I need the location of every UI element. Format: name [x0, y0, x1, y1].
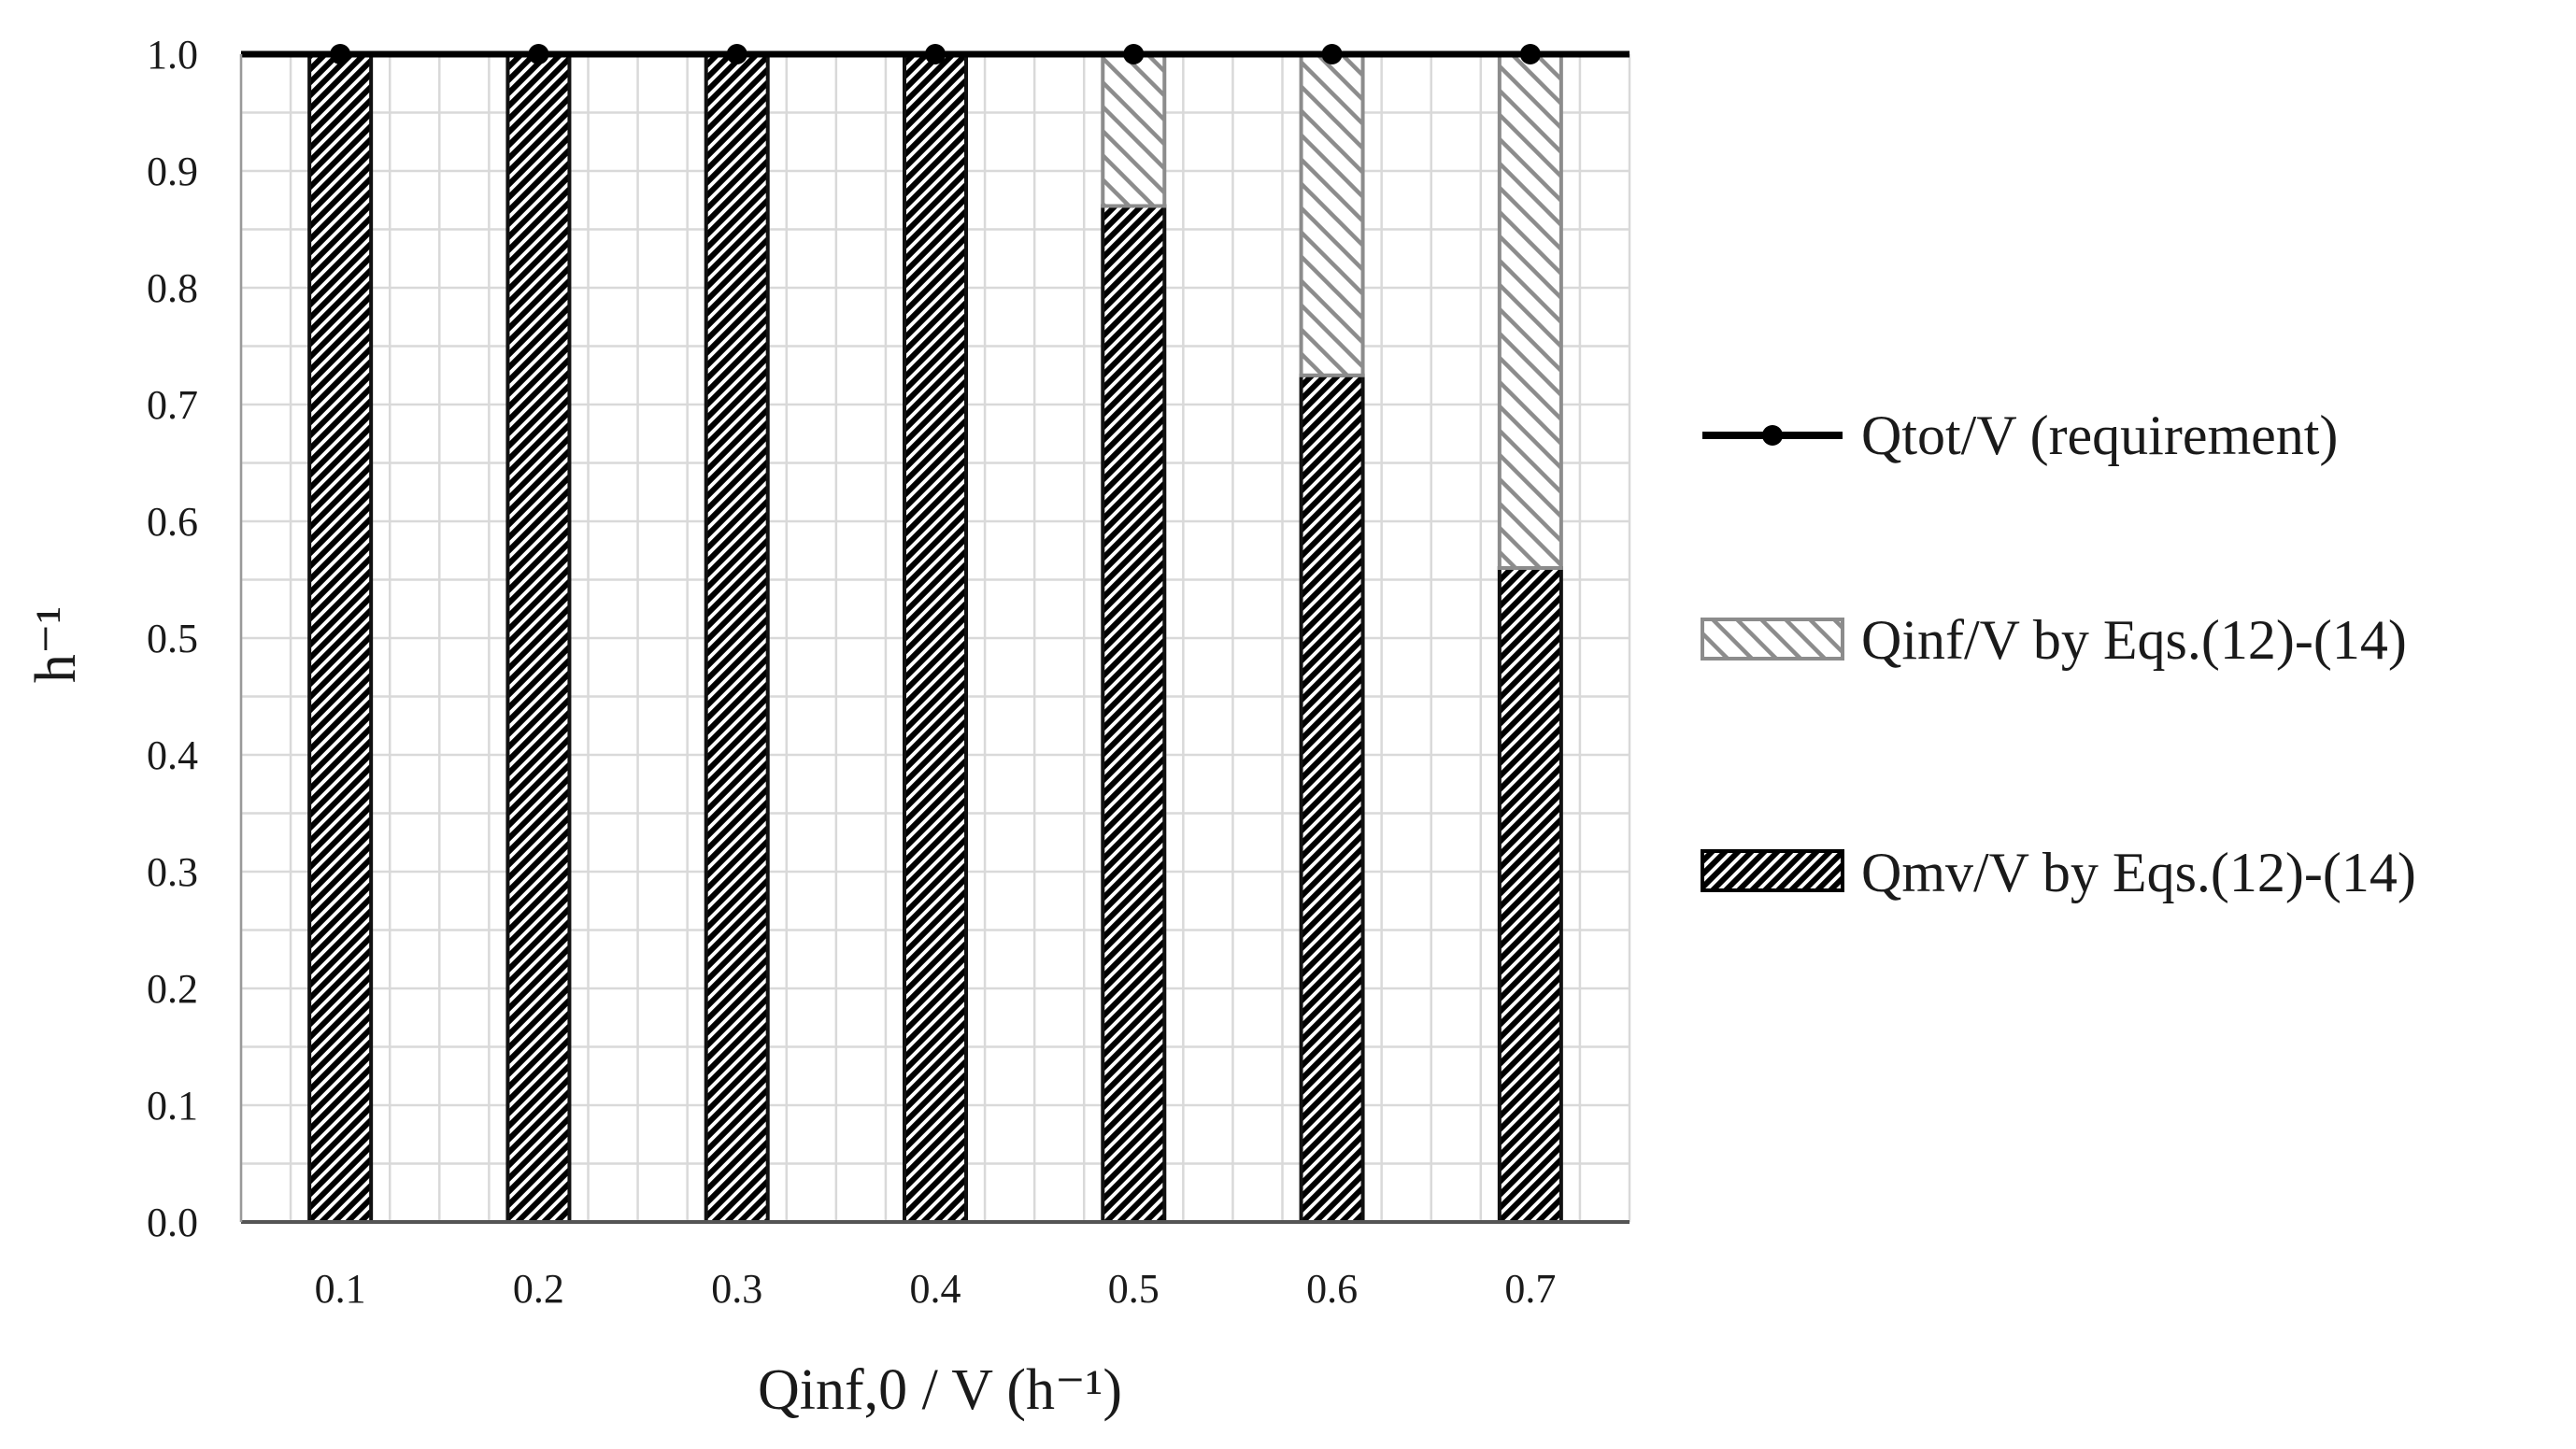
y-tick-label: 0.7 — [147, 382, 198, 428]
requirement-marker-0.7 — [1519, 44, 1541, 64]
x-tick-label: 0.3 — [711, 1266, 762, 1312]
bar-mechanical-0.2 — [505, 52, 572, 1224]
bar-infiltration-0.7 — [1497, 52, 1563, 570]
legend-swatch-requirement-marker — [1762, 425, 1783, 446]
x-tick-label: 0.4 — [910, 1266, 961, 1312]
legend-item-mechanical: Qmv/V by Eqs.(12)-(14) — [1701, 842, 2416, 903]
requirement-marker-0.4 — [925, 44, 946, 64]
requirement-marker-0.3 — [726, 44, 747, 64]
x-tick-label: 0.1 — [315, 1266, 366, 1312]
bar-infiltration-0.5 — [1101, 52, 1167, 208]
y-tick-label: 0.9 — [147, 149, 198, 194]
requirement-line-group — [241, 44, 1630, 64]
requirement-marker-0.1 — [330, 44, 351, 64]
legend-swatch-infiltration — [1701, 618, 1844, 661]
bar-infiltration-0.6 — [1299, 52, 1365, 377]
requirement-marker-0.5 — [1123, 44, 1145, 64]
y-tick-label: 0.8 — [147, 265, 198, 311]
legend: Qtot/V (requirement) Qinf/V by Eqs.(12)-… — [1701, 405, 2416, 903]
bar-mechanical-0.6 — [1299, 373, 1365, 1224]
requirement-marker-0.6 — [1321, 44, 1343, 64]
x-tick-label: 0.5 — [1108, 1266, 1160, 1312]
legend-swatch-mechanical — [1701, 849, 1844, 892]
x-tick-label: 0.7 — [1504, 1266, 1556, 1312]
bar-mechanical-0.1 — [307, 52, 374, 1224]
legend-label-infiltration: Qinf/V by Eqs.(12)-(14) — [1861, 609, 2407, 671]
bar-mechanical-0.7 — [1497, 566, 1563, 1224]
legend-item-infiltration: Qinf/V by Eqs.(12)-(14) — [1701, 609, 2407, 671]
y-tick-label: 0.1 — [147, 1083, 198, 1129]
x-tick-labels: 0.1 0.2 0.3 0.4 0.5 0.6 0.7 — [315, 1266, 1557, 1312]
x-tick-label: 0.2 — [513, 1266, 564, 1312]
legend-label-mechanical: Qmv/V by Eqs.(12)-(14) — [1861, 842, 2416, 903]
axes — [239, 54, 1630, 1224]
x-tick-label: 0.6 — [1306, 1266, 1358, 1312]
legend-label-requirement: Qtot/V (requirement) — [1861, 405, 2338, 466]
legend-item-requirement: Qtot/V (requirement) — [1702, 405, 2338, 466]
bar-mechanical-0.5 — [1101, 204, 1167, 1224]
y-tick-label: 0.6 — [147, 499, 198, 545]
bar-mechanical-0.3 — [704, 52, 770, 1224]
requirement-marker-0.2 — [528, 44, 549, 64]
y-tick-label: 0.3 — [147, 849, 198, 895]
y-tick-label: 0.5 — [147, 616, 198, 661]
y-axis-title: h⁻¹ — [24, 606, 88, 683]
bar-mechanical-0.4 — [903, 52, 968, 1224]
x-axis-title: Qinf,0 / V (h⁻¹) — [758, 1358, 1122, 1422]
y-tick-label: 0.2 — [147, 966, 198, 1012]
y-tick-labels: 0.0 0.1 0.2 0.3 0.4 0.5 0.6 0.7 0.8 0.9 1.0 — [147, 32, 198, 1245]
y-tick-label: 0.4 — [147, 732, 198, 778]
bars — [307, 52, 1563, 1224]
y-tick-label: 0.0 — [147, 1200, 198, 1245]
y-tick-label: 1.0 — [147, 32, 198, 78]
